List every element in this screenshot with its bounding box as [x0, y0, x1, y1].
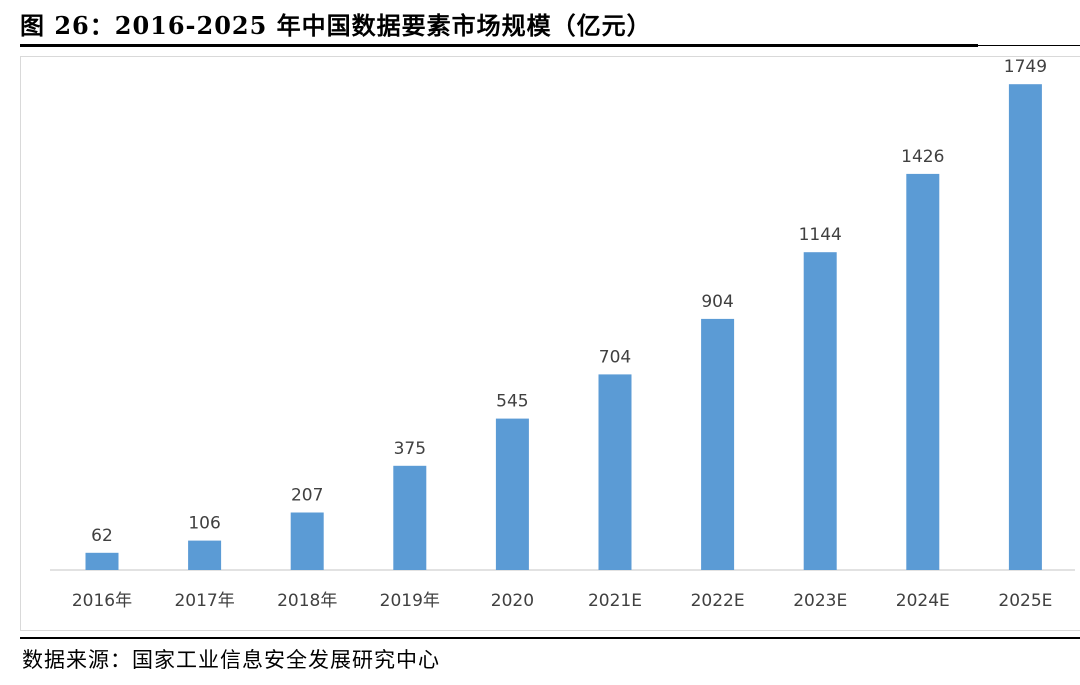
- x-tick-label-4: 2019年: [380, 591, 440, 611]
- x-tick-label-3: 2018年: [277, 591, 337, 611]
- bar-group: [85, 84, 1042, 570]
- data-label-6: 704: [599, 347, 631, 367]
- x-tick-label-5: 2020: [491, 591, 534, 611]
- source-note: 数据来源：国家工业信息安全发展研究中心: [22, 648, 440, 672]
- bar-7: [701, 318, 735, 570]
- data-label-10: 1749: [1004, 57, 1047, 77]
- x-tick-label-2: 2017年: [174, 591, 234, 611]
- bar-1: [85, 552, 119, 570]
- data-label-1: 62: [91, 526, 113, 546]
- x-tick-label-7: 2022E: [691, 591, 745, 611]
- bar-10: [1008, 84, 1042, 570]
- data-label-4: 375: [394, 439, 426, 459]
- figure-title: 图 26：2016-2025 年中国数据要素市场规模（亿元）: [20, 11, 652, 40]
- bar-8: [803, 252, 837, 570]
- bar-6: [598, 374, 632, 570]
- bar-9: [906, 173, 940, 570]
- bar-4: [393, 465, 427, 570]
- source-rule: [20, 637, 1080, 639]
- x-tick-label-8: 2023E: [793, 591, 847, 611]
- x-tick-label-6: 2021E: [588, 591, 642, 611]
- data-label-3: 207: [291, 486, 323, 506]
- data-label-2: 106: [188, 514, 220, 534]
- chart-frame: [20, 56, 1080, 631]
- bar-5: [495, 418, 529, 570]
- x-tick-label-10: 2025E: [998, 591, 1052, 611]
- title-rule: [20, 44, 978, 47]
- title-rule-extension: [978, 45, 1080, 46]
- data-label-group: 62 106 207 375 545 704 904 1144 1426 1749: [91, 57, 1047, 546]
- data-label-8: 1144: [799, 225, 842, 245]
- bar-3: [290, 512, 324, 570]
- x-tick-label-9: 2024E: [896, 591, 950, 611]
- bar-2: [188, 540, 222, 570]
- data-label-5: 545: [496, 392, 528, 412]
- x-tick-label-1: 2016年: [72, 591, 132, 611]
- data-label-7: 904: [701, 292, 733, 312]
- x-tick-label-group: 2016年 2017年 2018年 2019年 2020 2021E 2022E 2023E 2…: [72, 591, 1053, 611]
- data-label-9: 1426: [901, 147, 944, 167]
